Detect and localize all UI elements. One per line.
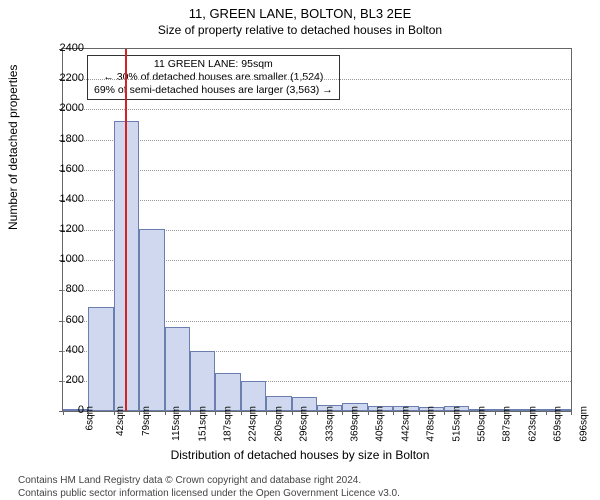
property-marker-line xyxy=(125,49,127,411)
gridline xyxy=(63,200,571,201)
gridline xyxy=(63,109,571,110)
xtick-mark xyxy=(292,411,293,415)
xtick-mark xyxy=(114,411,115,415)
chart-title: 11, GREEN LANE, BOLTON, BL3 2EE xyxy=(0,0,600,21)
xtick-label: 151sqm xyxy=(197,406,208,442)
ytick-label: 2200 xyxy=(44,72,84,84)
ytick-label: 2400 xyxy=(44,42,84,54)
xtick-mark xyxy=(419,411,420,415)
xtick-label: 333sqm xyxy=(324,406,335,442)
xtick-mark xyxy=(190,411,191,415)
chart-container: 11, GREEN LANE, BOLTON, BL3 2EE Size of … xyxy=(0,0,600,500)
ytick-label: 800 xyxy=(44,283,84,295)
histogram-bar xyxy=(190,351,215,411)
footer-line-2: Contains public sector information licen… xyxy=(18,488,400,500)
xtick-mark xyxy=(393,411,394,415)
ytick-label: 1200 xyxy=(44,223,84,235)
xtick-label: 478sqm xyxy=(426,406,437,442)
xtick-label: 550sqm xyxy=(477,406,488,442)
info-line-1: 11 GREEN LANE: 95sqm xyxy=(94,58,333,71)
xtick-label: 224sqm xyxy=(248,406,259,442)
xtick-mark xyxy=(520,411,521,415)
info-line-3: 69% of semi-detached houses are larger (… xyxy=(94,84,333,97)
xtick-mark xyxy=(469,411,470,415)
ytick-label: 1000 xyxy=(44,253,84,265)
ytick-label: 200 xyxy=(44,374,84,386)
xtick-label: 79sqm xyxy=(141,406,152,436)
histogram-bar xyxy=(88,307,113,411)
plot-area: 11 GREEN LANE: 95sqm ← 30% of detached h… xyxy=(62,48,572,412)
ytick-label: 400 xyxy=(44,344,84,356)
xtick-mark xyxy=(368,411,369,415)
xtick-mark xyxy=(317,411,318,415)
xtick-mark xyxy=(165,411,166,415)
footer-attribution: Contains HM Land Registry data © Crown c… xyxy=(18,475,400,500)
xtick-mark xyxy=(241,411,242,415)
xtick-label: 296sqm xyxy=(299,406,310,442)
gridline xyxy=(63,140,571,141)
histogram-bar xyxy=(139,229,164,412)
xtick-mark xyxy=(546,411,547,415)
xtick-mark xyxy=(88,411,89,415)
xtick-mark xyxy=(495,411,496,415)
xtick-label: 260sqm xyxy=(273,406,284,442)
xtick-label: 442sqm xyxy=(400,406,411,442)
xtick-label: 623sqm xyxy=(527,406,538,442)
info-line-2: ← 30% of detached houses are smaller (1,… xyxy=(94,71,333,84)
xtick-label: 6sqm xyxy=(84,406,95,430)
xtick-label: 187sqm xyxy=(223,406,234,442)
gridline xyxy=(63,170,571,171)
ytick-label: 600 xyxy=(44,314,84,326)
ytick-label: 1400 xyxy=(44,193,84,205)
xtick-mark xyxy=(139,411,140,415)
ytick-label: 0 xyxy=(44,404,84,416)
xtick-label: 115sqm xyxy=(171,406,182,441)
gridline xyxy=(63,79,571,80)
chart-subtitle: Size of property relative to detached ho… xyxy=(0,21,600,37)
xtick-label: 515sqm xyxy=(451,406,462,442)
xtick-mark xyxy=(571,411,572,415)
footer-line-1: Contains HM Land Registry data © Crown c… xyxy=(18,475,400,488)
xtick-mark xyxy=(266,411,267,415)
ytick-label: 1600 xyxy=(44,163,84,175)
xtick-label: 369sqm xyxy=(350,406,361,442)
x-axis-label: Distribution of detached houses by size … xyxy=(0,448,600,462)
ytick-label: 2000 xyxy=(44,102,84,114)
ytick-label: 1800 xyxy=(44,133,84,145)
xtick-label: 659sqm xyxy=(553,406,564,442)
histogram-bar xyxy=(165,327,190,411)
xtick-label: 587sqm xyxy=(502,406,513,442)
xtick-mark xyxy=(444,411,445,415)
y-axis-label: Number of detached properties xyxy=(6,65,20,230)
xtick-label: 696sqm xyxy=(578,406,589,442)
xtick-label: 405sqm xyxy=(375,406,386,442)
xtick-mark xyxy=(342,411,343,415)
xtick-mark xyxy=(215,411,216,415)
